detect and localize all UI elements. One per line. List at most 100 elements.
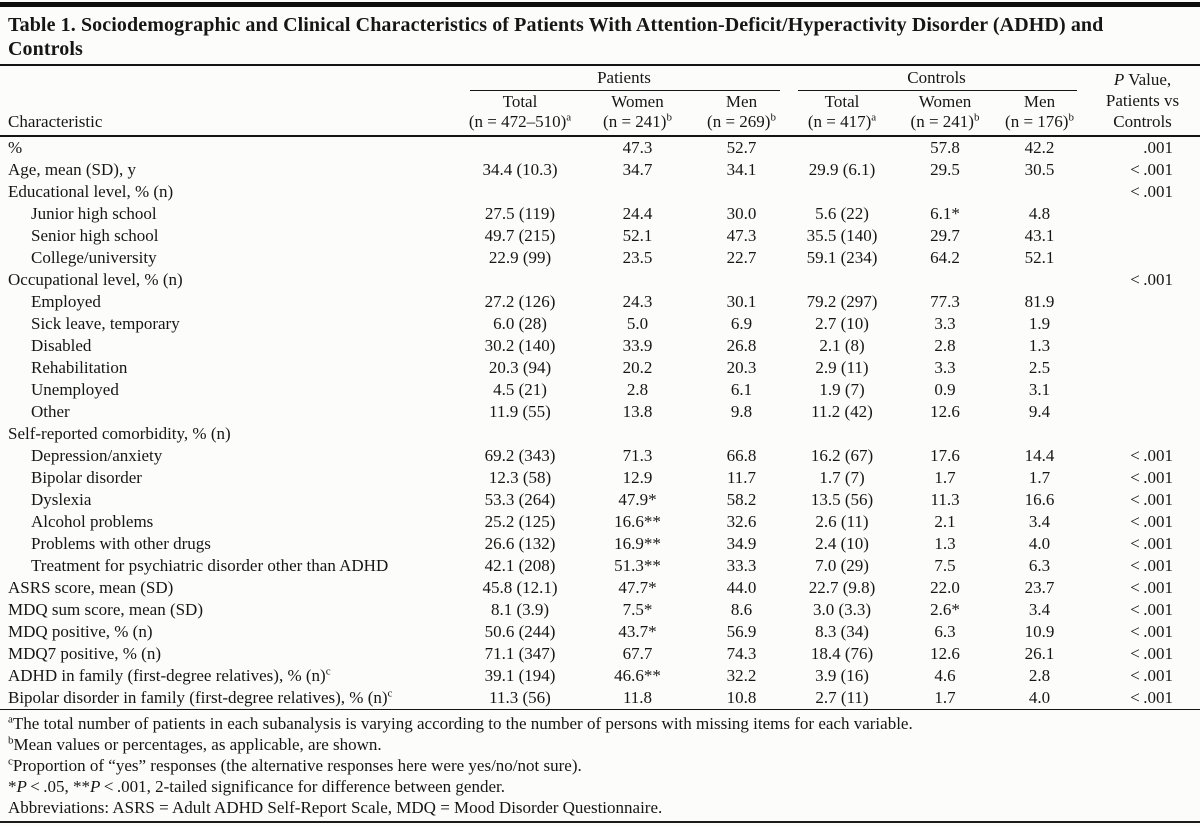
cell-value: 50.6 (244) [484,622,556,641]
row-label: MDQ sum score, mean (SD) [8,600,203,619]
p-value-cell: < .001 [1130,468,1174,487]
cell-value: 11.3 [930,490,960,509]
cell-value: 2.1 [934,512,956,531]
cell-value: 2.7 (10) [815,314,869,333]
cell-value: 34.1 [726,160,757,179]
cell-value: 57.8 [930,138,960,157]
table-row: ADHD in family (first-degree relatives),… [0,665,1200,687]
row-label: Junior high school [31,204,157,223]
footnote: Abbreviations: ASRS = Adult ADHD Self-Re… [8,797,1192,818]
patients-group-header: Patients [460,67,788,92]
cell-value: 59.1 (234) [806,248,878,267]
row-label: MDQ7 positive, % (n) [8,644,161,663]
cell-value: 44.0 [726,578,757,597]
cell-value: 14.4 [1024,446,1055,465]
p-value-cell: < .001 [1130,600,1174,619]
p-value-cell [1085,357,1200,379]
table-top-border [0,2,1200,7]
table-title: Table 1. Sociodemographic and Clinical C… [0,7,1200,64]
table-row: MDQ sum score, mean (SD) 8.1 (3.9) 7.5* 8.6… [0,599,1200,621]
table-row: Employed 27.2 (126) 24.3 30.1 79.2 (297) 77.3… [0,291,1200,313]
cell-value: 2.8 [934,336,956,355]
cell-value: 6.3 [934,622,956,641]
row-label: Senior high school [31,226,159,245]
cell-value: 67.7 [622,644,653,663]
cell-value: 64.2 [930,248,960,267]
cell-value: 30.2 (140) [484,336,556,355]
cell-value: 3.3 [934,314,956,333]
title-divider [0,64,1200,66]
cell-value [788,269,896,291]
cell-value: 2.6 (11) [815,512,869,531]
cell-value: 81.9 [1024,292,1055,311]
row-label: % [8,138,23,157]
footnote: *P < .05, **P < .001, 2-tailed significa… [8,776,1192,797]
cell-value: 2.6* [930,600,960,619]
cell-value: 6.0 (28) [493,314,547,333]
p-italic: P [1113,70,1125,89]
cell-value: 77.3 [930,292,960,311]
cell-value: 11.9 (55) [489,402,551,421]
row-label: Educational level, % (n) [8,182,174,201]
cell-value: 66.8 [726,446,757,465]
p-value-cell [1085,313,1200,335]
controls-group-underline [798,90,1078,91]
table-row: College/university 22.9 (99) 23.5 22.7 59.1 … [0,247,1200,269]
cell-value: 10.9 [1024,622,1055,641]
table-row: Senior high school 49.7 (215) 52.1 47.3 35.5… [0,225,1200,247]
row-label: Age, mean (SD), y [8,160,136,179]
cell-value: 2.5 [1028,358,1051,377]
table-row: Dyslexia 53.3 (264) 47.9* 58.2 13.5 (56) 11.3… [0,489,1200,511]
p-value-cell [1085,225,1200,247]
cell-value: 34.4 (10.3) [482,160,558,179]
cell-value: 13.5 (56) [810,490,874,509]
footnote: cProportion of “yes” responses (the alte… [8,755,1192,776]
p-value-cell: < .001 [1130,490,1174,509]
cell-value: 46.6** [614,666,661,685]
patients-total-header: Total (n = 472–510)a [460,92,580,137]
cell-value: 47.3 [726,226,757,245]
cell-value: 9.4 [1028,402,1051,421]
cell-value: 22.7 [726,248,757,267]
cell-value: 1.7 [934,468,956,487]
cell-value: 47.3 [622,138,653,157]
p-value-cell [1085,423,1200,445]
cell-value: 43.1 [1024,226,1055,245]
cell-value: 2.9 (11) [815,358,869,377]
row-label: Rehabilitation [31,358,128,377]
cell-value [896,269,994,291]
cell-value: 3.1 [1028,380,1051,399]
cell-value: 12.3 (58) [488,468,552,487]
cell-value: 3.3 [934,358,956,377]
group-header-row: Characteristic Patients Controls P Value… [0,67,1200,137]
cell-value: 5.0 [626,314,649,333]
footnote-marker: c [325,665,331,678]
row-label: ASRS score, mean (SD) [8,578,174,597]
cell-value: 24.3 [622,292,653,311]
cell-value: 16.9** [614,534,661,553]
cell-value: 27.5 (119) [484,204,556,223]
row-label: Bipolar disorder [31,468,142,487]
p-value-cell [1085,203,1200,225]
cell-value: 30.1 [726,292,757,311]
footnote-marker: c [8,755,13,768]
cell-value: 2.8 [1028,666,1051,685]
cell-value: 6.3 [1028,556,1051,575]
subheader-row: Total (n = 472–510)a Women (n = 241)b Me… [0,92,1200,137]
cell-value [580,423,695,445]
cell-value: 30.5 [1024,160,1055,179]
cell-value: 22.7 (9.8) [808,578,876,597]
cell-value: 6.1* [930,204,960,223]
row-label: Employed [31,292,101,311]
cell-value: 52.1 [622,226,653,245]
p-value-cell: < .001 [1130,666,1174,685]
p-value-cell [1085,247,1200,269]
p-value-cell [1085,401,1200,423]
cell-value: 49.7 (215) [484,226,556,245]
cell-value: 12.9 [622,468,653,487]
p-value-cell: < .001 [1130,270,1174,289]
table-row: Disabled 30.2 (140) 33.9 26.8 2.1 (8) 2.8 1.3 [0,335,1200,357]
cell-value: 7.5* [622,600,653,619]
cell-value [580,181,695,203]
